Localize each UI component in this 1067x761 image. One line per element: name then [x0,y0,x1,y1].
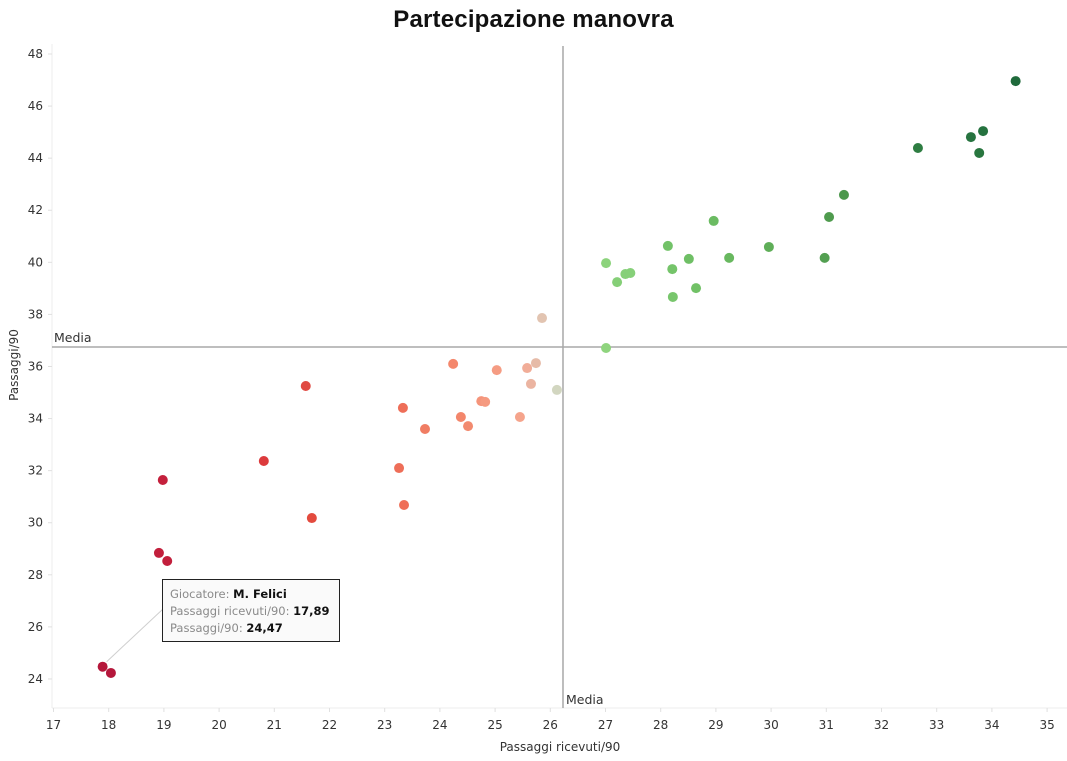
data-point[interactable] [153,547,164,558]
data-point[interactable] [551,384,562,395]
x-tick-label: 19 [156,718,171,732]
x-tick-label: 31 [819,718,834,732]
x-tick-label: 17 [46,718,61,732]
data-point[interactable] [667,264,678,275]
chart-title: Partecipazione manovra [393,6,674,33]
reference-lines: Media Media [52,46,1067,708]
y-tick-label: 30 [28,516,43,530]
y-tick-label: 46 [28,99,43,113]
data-point[interactable] [838,189,849,200]
x-tick-label: 28 [653,718,668,732]
data-point[interactable] [612,277,623,288]
data-point[interactable] [824,212,835,223]
x-tick-label: 26 [543,718,558,732]
data-point[interactable] [491,365,502,376]
data-point[interactable] [448,358,459,369]
x-mean-label: Media [566,692,604,707]
data-point[interactable] [463,421,474,432]
data-point[interactable] [105,667,116,678]
data-point[interactable] [306,513,317,524]
data-point[interactable] [514,411,525,422]
y-mean-label: Media [54,330,92,345]
data-point[interactable] [455,411,466,422]
x-axis-title: Passaggi ricevuti/90 [500,740,621,754]
data-point[interactable] [162,555,173,566]
y-tick-label: 36 [28,359,43,373]
x-tick-label: 35 [1039,718,1054,732]
tooltip-y-value: 24,47 [246,621,283,635]
data-point[interactable] [522,363,533,374]
y-tick-label: 42 [28,203,43,217]
data-point[interactable] [667,291,678,302]
tooltip-x-value: 17,89 [293,604,330,618]
data-point[interactable] [97,661,108,672]
x-tick-label: 24 [432,718,447,732]
x-tick-label: 32 [874,718,889,732]
data-point[interactable] [258,456,269,467]
data-point[interactable] [537,313,548,324]
data-point[interactable] [974,147,985,158]
y-tick-label: 34 [28,412,43,426]
data-point[interactable] [662,240,673,251]
x-tick-label: 33 [929,718,944,732]
data-point[interactable] [601,258,612,269]
y-tick-label: 26 [28,620,43,634]
data-point[interactable] [419,423,430,434]
data-point[interactable] [683,253,694,264]
axes: 24 26 28 30 32 34 36 38 40 42 44 46 48 17 18 19 20 21 22 23… [28,44,1067,732]
data-point[interactable] [708,215,719,226]
x-tick-label: 22 [322,718,337,732]
x-tick-label: 27 [598,718,613,732]
data-point[interactable] [819,252,830,263]
data-point[interactable] [763,241,774,252]
y-tick-label: 48 [28,47,43,61]
x-tick-label: 23 [377,718,392,732]
x-tick-label: 25 [487,718,502,732]
data-point[interactable] [1010,76,1021,87]
tooltip-player-value: M. Felici [233,587,287,601]
y-tick-label: 38 [28,307,43,321]
x-tick-label: 29 [708,718,723,732]
y-tick-label: 32 [28,464,43,478]
tooltip-y-row: Passaggi/90: 24,47 [170,621,283,635]
y-tick-label: 40 [28,255,43,269]
x-tick-label: 20 [211,718,226,732]
data-point[interactable] [625,267,636,278]
data-point[interactable] [397,402,408,413]
tooltip-leader-line [106,608,164,663]
data-point[interactable] [601,342,612,353]
data-point[interactable] [691,283,702,294]
y-tick-label: 24 [28,672,43,686]
data-point[interactable] [724,252,735,263]
data-point[interactable] [300,381,311,392]
data-points [97,76,1021,678]
x-tick-label: 18 [101,718,116,732]
data-point[interactable] [978,126,989,137]
data-point[interactable] [480,396,491,407]
x-tick-label: 30 [763,718,778,732]
x-tick-label: 21 [267,718,282,732]
data-point[interactable] [157,475,168,486]
tooltip: Giocatore: M. Felici Passaggi ricevuti/9… [162,579,340,642]
y-axis-title: Passaggi/90 [7,329,21,401]
y-tick-label: 44 [28,151,43,165]
data-point[interactable] [525,378,536,389]
y-tick-label: 28 [28,568,43,582]
data-point[interactable] [394,463,405,474]
tooltip-player-row: Giocatore: M. Felici [170,587,287,601]
data-point[interactable] [399,500,410,511]
data-point[interactable] [965,132,976,143]
tooltip-x-row: Passaggi ricevuti/90: 17,89 [170,604,330,618]
data-point[interactable] [530,358,541,369]
x-tick-label: 34 [984,718,999,732]
data-point[interactable] [912,143,923,154]
